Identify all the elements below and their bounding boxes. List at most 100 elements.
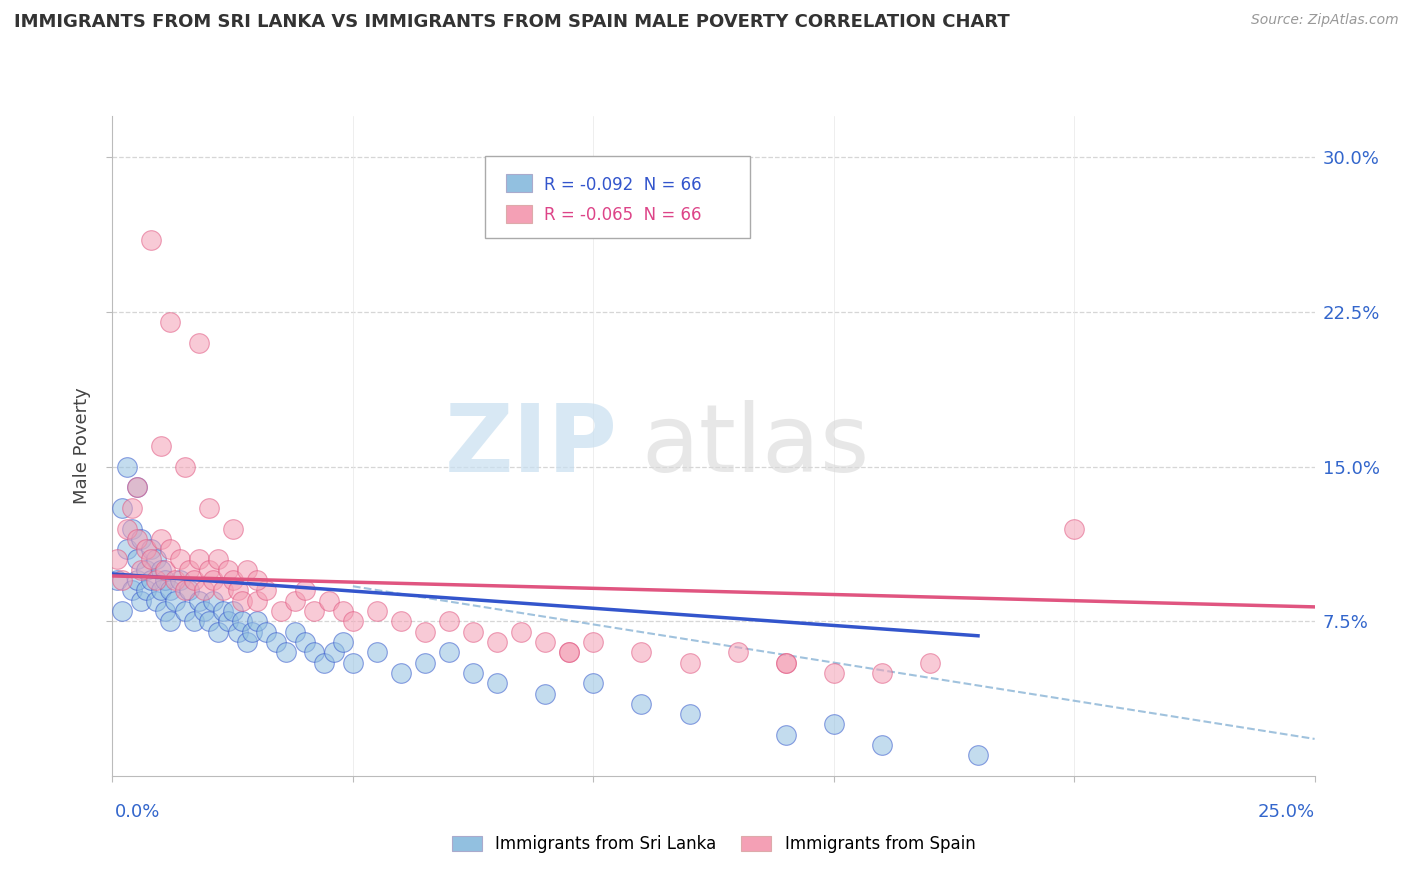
Text: atlas: atlas	[641, 400, 870, 492]
Point	[437, 615, 460, 629]
Point	[155, 604, 177, 618]
Y-axis label: Male Poverty: Male Poverty	[73, 388, 91, 504]
Point	[111, 573, 134, 587]
Point	[197, 563, 219, 577]
Point	[823, 665, 845, 680]
Point	[534, 687, 557, 701]
Point	[304, 604, 326, 618]
Point	[115, 459, 138, 474]
Point	[105, 552, 128, 566]
FancyBboxPatch shape	[506, 205, 531, 223]
Point	[105, 573, 128, 587]
Point	[125, 480, 148, 494]
Point	[207, 624, 229, 639]
Text: 0.0%: 0.0%	[115, 803, 160, 821]
Text: Source: ZipAtlas.com: Source: ZipAtlas.com	[1251, 13, 1399, 28]
Point	[254, 583, 277, 598]
Point	[727, 645, 749, 659]
Point	[212, 604, 235, 618]
Point	[173, 583, 195, 598]
Point	[246, 593, 269, 607]
Point	[183, 615, 205, 629]
Point	[318, 593, 340, 607]
Point	[304, 645, 326, 659]
Point	[145, 593, 167, 607]
Legend: Immigrants from Sri Lanka, Immigrants from Spain: Immigrants from Sri Lanka, Immigrants fr…	[446, 829, 981, 860]
Point	[207, 552, 229, 566]
Text: IMMIGRANTS FROM SRI LANKA VS IMMIGRANTS FROM SPAIN MALE POVERTY CORRELATION CHAR: IMMIGRANTS FROM SRI LANKA VS IMMIGRANTS …	[14, 13, 1010, 31]
Point	[159, 615, 181, 629]
Point	[159, 315, 181, 329]
Point	[294, 635, 316, 649]
Point	[212, 583, 235, 598]
Point	[139, 573, 162, 587]
Point	[139, 552, 162, 566]
Point	[284, 624, 307, 639]
FancyBboxPatch shape	[506, 175, 531, 192]
Point	[135, 583, 157, 598]
Point	[111, 604, 134, 618]
Point	[169, 552, 191, 566]
Point	[125, 480, 148, 494]
Point	[389, 615, 412, 629]
Point	[173, 604, 195, 618]
Point	[366, 645, 388, 659]
Point	[193, 604, 215, 618]
Point	[202, 573, 225, 587]
Point	[121, 583, 143, 598]
Point	[582, 635, 605, 649]
Point	[630, 697, 652, 711]
Point	[870, 738, 893, 752]
Point	[510, 624, 533, 639]
Point	[294, 583, 316, 598]
Point	[967, 748, 990, 763]
Point	[332, 604, 354, 618]
Text: R = -0.092  N = 66: R = -0.092 N = 66	[544, 177, 702, 194]
Point	[149, 439, 172, 453]
Point	[342, 615, 364, 629]
Point	[183, 573, 205, 587]
Point	[775, 656, 797, 670]
Point	[149, 563, 172, 577]
Point	[534, 635, 557, 649]
Point	[558, 645, 581, 659]
Point	[115, 521, 138, 535]
Point	[197, 500, 219, 515]
Point	[274, 645, 297, 659]
Point	[202, 593, 225, 607]
Point	[870, 665, 893, 680]
Point	[254, 624, 277, 639]
Point	[217, 615, 239, 629]
Point	[173, 459, 195, 474]
Point	[217, 563, 239, 577]
Point	[131, 532, 153, 546]
Point	[332, 635, 354, 649]
Text: 25.0%: 25.0%	[1257, 803, 1315, 821]
Point	[125, 573, 148, 587]
Point	[179, 583, 201, 598]
Point	[226, 583, 249, 598]
Point	[155, 573, 177, 587]
Point	[188, 335, 211, 350]
Point	[135, 542, 157, 557]
Point	[437, 645, 460, 659]
Point	[115, 542, 138, 557]
Point	[264, 635, 287, 649]
Point	[121, 500, 143, 515]
Point	[236, 563, 259, 577]
Text: ZIP: ZIP	[444, 400, 617, 492]
Point	[145, 573, 167, 587]
Point	[111, 500, 134, 515]
Point	[1063, 521, 1085, 535]
Point	[389, 665, 412, 680]
Point	[131, 593, 153, 607]
Point	[139, 542, 162, 557]
Point	[222, 604, 245, 618]
FancyBboxPatch shape	[485, 155, 749, 238]
Point	[149, 583, 172, 598]
Point	[413, 656, 436, 670]
Point	[246, 573, 269, 587]
Point	[486, 635, 509, 649]
Point	[366, 604, 388, 618]
Point	[159, 583, 181, 598]
